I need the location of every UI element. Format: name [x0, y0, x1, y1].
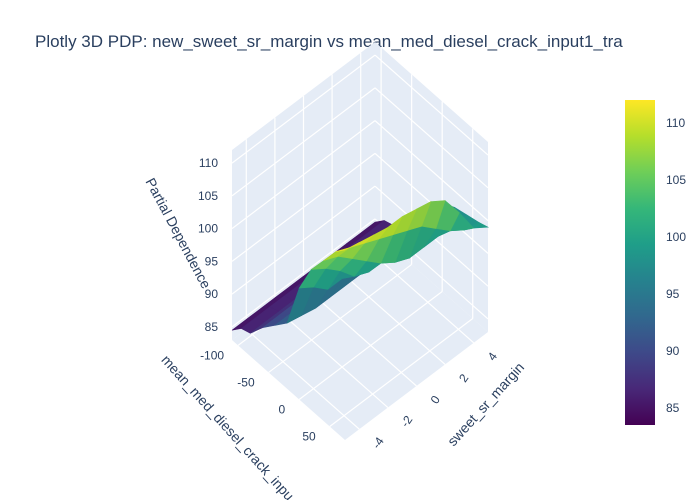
x-tick-label: 4 — [485, 349, 500, 363]
colorbar-tick-label: 105 — [666, 173, 686, 187]
y-tick-label: 50 — [302, 429, 316, 443]
z-gridline — [374, 120, 489, 222]
colorbar-tick-label: 95 — [666, 287, 680, 301]
z-tick-label: 110 — [199, 156, 218, 170]
y-gridline — [268, 263, 413, 373]
colorbar-tick-label: 100 — [666, 230, 686, 244]
x-axis-title: sweet_sr_margin — [444, 359, 527, 449]
colorbar-tick-label: 90 — [666, 344, 680, 358]
colorbar-gradient — [625, 100, 655, 425]
z-tick-label: 90 — [205, 287, 219, 301]
chart-title: Plotly 3D PDP: new_sweet_sr_margin vs me… — [35, 32, 623, 51]
z-tick-label: 85 — [205, 320, 219, 334]
colorbar-tick-label: 110 — [666, 116, 685, 130]
colorbar-tick-label: 85 — [666, 401, 680, 415]
x-tick-label: 2 — [456, 371, 471, 385]
y-gridline — [298, 290, 443, 400]
y-tick-label: 0 — [279, 402, 286, 416]
z-gridline — [374, 54, 489, 156]
surface-plot[interactable] — [231, 200, 490, 334]
y-gridline — [329, 318, 474, 427]
y-tick-label: -50 — [237, 375, 255, 389]
z-tick-label: 95 — [205, 254, 219, 268]
y-tick-label: -100 — [200, 348, 224, 362]
x-gridline — [245, 328, 360, 430]
z-tick-label: 100 — [198, 222, 218, 236]
x-tick-label: -2 — [398, 413, 416, 430]
side-wall — [375, 42, 488, 332]
x-tick-label: 0 — [428, 393, 443, 407]
scene-3d[interactable] — [231, 42, 489, 440]
x-gridline — [274, 307, 389, 409]
z-gridline — [374, 87, 489, 189]
x-tick-label: -4 — [369, 434, 387, 451]
surface-patch[interactable] — [335, 242, 360, 252]
colorbar: 85 90 95 100 105 110 — [625, 100, 686, 425]
z-tick-label: 105 — [198, 189, 218, 203]
